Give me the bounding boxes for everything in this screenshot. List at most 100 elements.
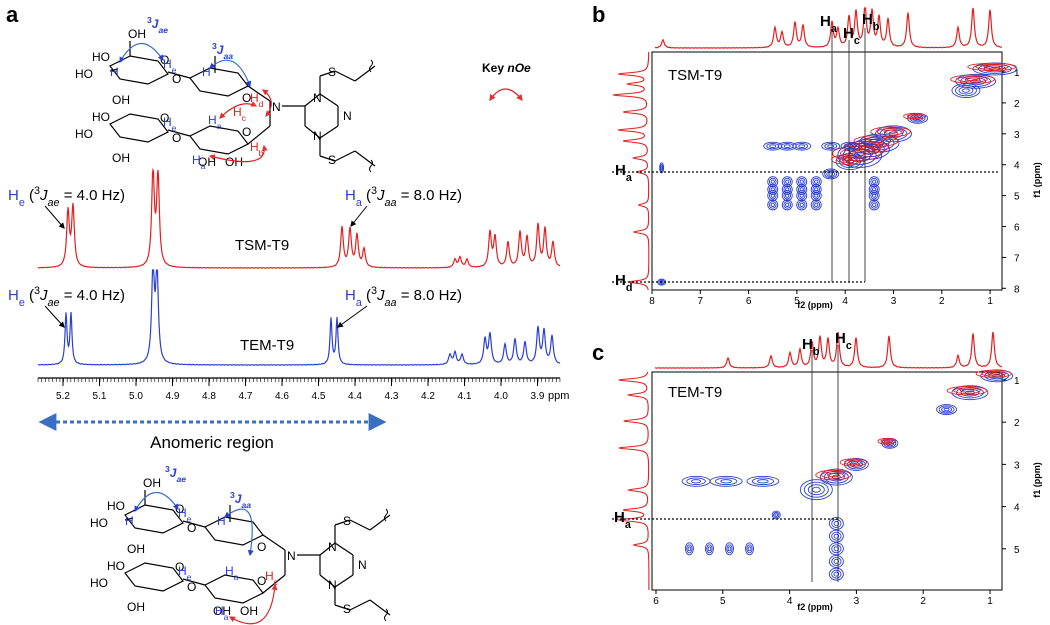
bond: [167, 71, 191, 79]
tick-label: 5.0: [129, 391, 143, 402]
tick-label: 6: [746, 296, 752, 307]
contour: [910, 114, 919, 118]
atom-label: O: [175, 560, 184, 574]
tick-label: 4.6: [275, 391, 289, 402]
coupling-arrow: [119, 43, 164, 64]
atom-label: OH: [240, 604, 258, 618]
text-part: ae: [176, 474, 186, 484]
text-part: H: [202, 65, 211, 79]
contour: [783, 191, 792, 200]
spectrum: [613, 52, 650, 291]
arrow: [44, 305, 65, 328]
contour: [828, 567, 844, 581]
text-part: (: [25, 187, 34, 204]
text-part: J: [152, 17, 159, 31]
contour: [941, 406, 953, 413]
peak-label: Ha: [615, 162, 633, 184]
text-part: H: [614, 509, 625, 526]
panel-label: b: [592, 2, 605, 27]
tick-label: 6: [1014, 223, 1020, 234]
text-part: 3: [34, 285, 40, 297]
contour: [870, 191, 878, 200]
text-part: b: [873, 21, 880, 33]
text-part: Oe: [515, 61, 531, 75]
h-label: H: [202, 65, 211, 79]
contour: [810, 183, 822, 195]
atom-label: O: [175, 502, 184, 516]
atom-label: OH: [127, 600, 145, 614]
coupling-arrow: [209, 59, 252, 88]
sample-label: TEM-T9: [668, 384, 722, 401]
contour: [707, 546, 712, 552]
contour: [828, 517, 844, 530]
wavy-bond: [384, 508, 388, 522]
peak-label: Hb: [802, 336, 820, 358]
contour: [783, 185, 792, 194]
text-part: = 8.0 Hz): [397, 287, 462, 304]
contour: [868, 190, 880, 202]
contour: [795, 143, 809, 150]
sample-label: TSM-T9: [668, 67, 722, 84]
atom-label: S: [328, 65, 336, 79]
coupling-label: 3Jaa: [212, 41, 233, 61]
contour: [950, 74, 996, 84]
atom-label: O: [172, 72, 181, 86]
atom-label: O: [187, 580, 196, 594]
contour: [877, 437, 897, 445]
contour: [770, 202, 775, 207]
contour: [686, 544, 693, 554]
atom-label: O: [160, 111, 169, 125]
text-part: ae: [48, 297, 60, 309]
h-label: Hc: [233, 105, 247, 123]
contour: [848, 460, 859, 465]
contour: [955, 84, 977, 97]
contour: [796, 176, 808, 188]
coupling-label: 3Jaa: [230, 490, 251, 510]
text-part: aa: [385, 297, 397, 309]
bond: [189, 67, 249, 97]
arrow: [350, 205, 368, 227]
text-part: H: [345, 287, 356, 304]
contour: [798, 144, 806, 148]
text-part: d: [259, 99, 264, 109]
contour: [720, 479, 732, 484]
contour: [827, 144, 835, 148]
tick-label: 4: [1014, 503, 1020, 514]
text-part: aa: [241, 500, 251, 510]
text-part: H: [217, 514, 226, 528]
atom-label: OH: [127, 542, 145, 556]
contour: [768, 191, 777, 200]
spectrum: [37, 167, 561, 269]
bond: [319, 155, 336, 162]
tick-label: 7: [1014, 253, 1020, 264]
text-part: e: [172, 65, 177, 75]
contour: [780, 143, 794, 150]
arrow: [44, 205, 65, 229]
contour: [831, 519, 842, 528]
text-part: H: [8, 287, 19, 304]
text-part: H: [8, 187, 19, 204]
contour: [785, 179, 790, 184]
contour: [777, 141, 797, 151]
bond: [319, 93, 339, 107]
text-part: H: [802, 336, 813, 353]
text-part: H: [163, 115, 172, 129]
contour: [975, 64, 1009, 70]
contour: [868, 183, 880, 195]
contour: [803, 481, 829, 498]
contour: [797, 177, 806, 186]
contour: [943, 407, 950, 412]
contour: [768, 177, 777, 186]
contour: [726, 544, 733, 554]
contour: [844, 459, 863, 466]
atom-label: HO: [75, 127, 93, 141]
spectrum: [655, 331, 1003, 369]
h-label: Hd: [250, 91, 264, 109]
atom-label: OH: [112, 151, 130, 165]
contour: [769, 144, 777, 148]
contour: [770, 187, 775, 192]
contour: [833, 559, 840, 564]
bond: [334, 542, 354, 556]
h-label: Ha: [192, 153, 206, 171]
tick-label: 1: [987, 596, 993, 607]
